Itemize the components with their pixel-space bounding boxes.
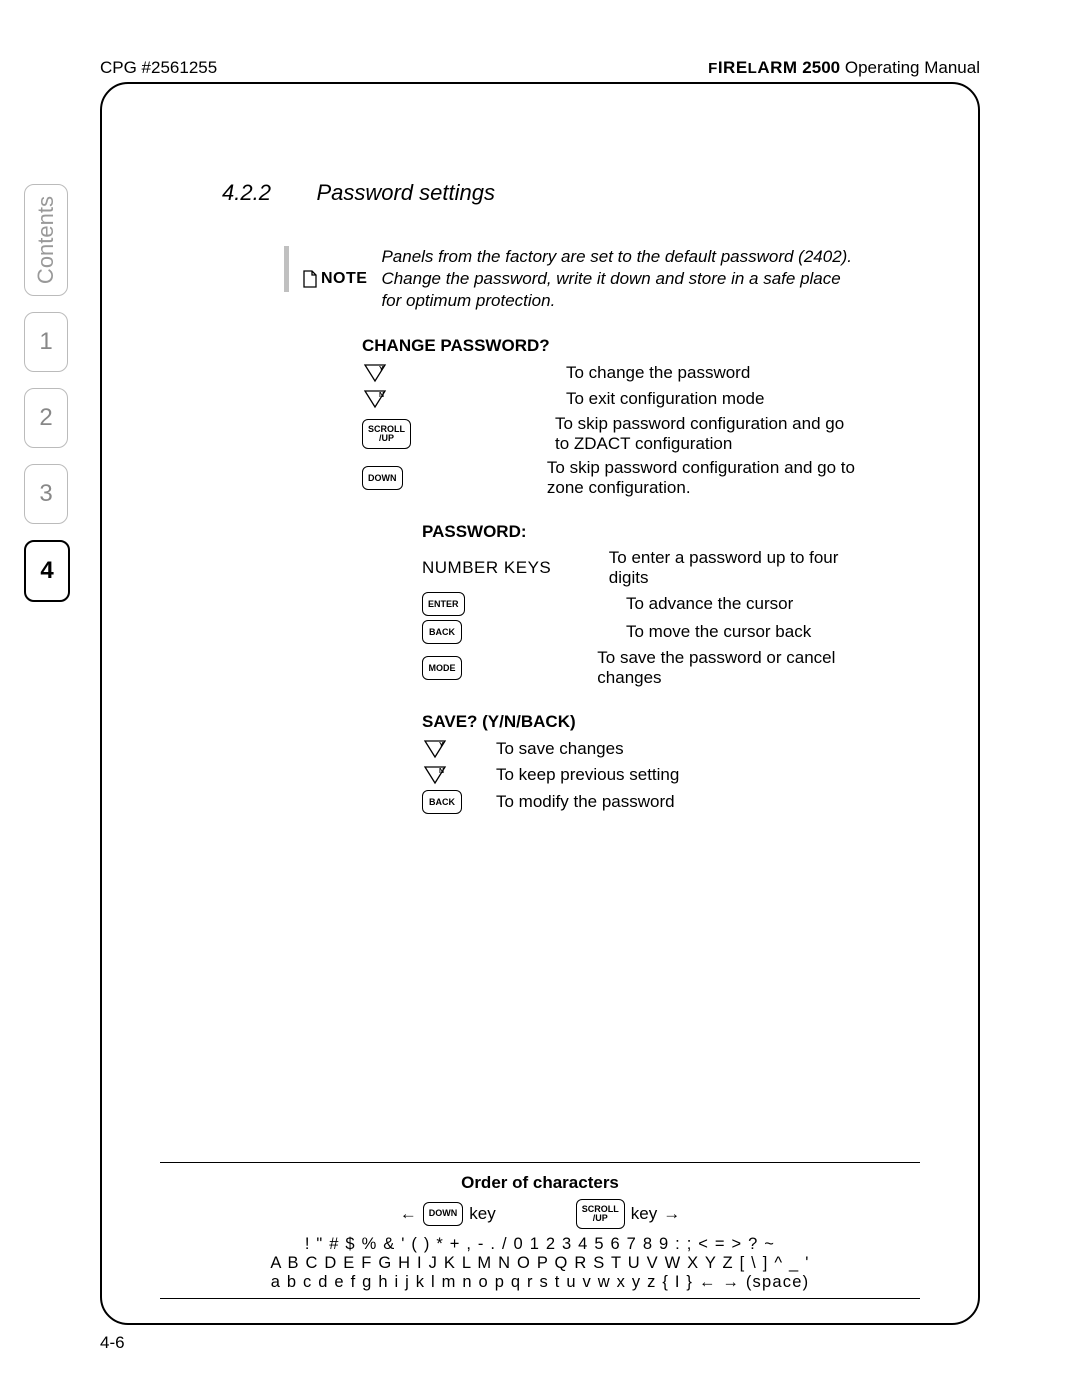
desc: To save the password or cancel changes: [597, 648, 858, 688]
scroll-key-group: SCROLL/UP key →: [576, 1199, 680, 1229]
section-heading: 4.2.2 Password settings: [222, 180, 858, 206]
content-area: 4.2.2 Password settings NOTE Panels from…: [222, 180, 858, 818]
key-n: N: [422, 764, 482, 786]
header-suffix: Operating Manual: [845, 58, 980, 77]
arrow-right-icon: →: [663, 1204, 680, 1224]
desc: To skip password configuration and go to…: [555, 414, 858, 454]
key-scroll-up: SCROLL/UP: [362, 419, 411, 449]
key-y: Y: [362, 362, 422, 384]
page-frame: 4.2.2 Password settings NOTE Panels from…: [100, 82, 980, 1325]
change-password-heading: CHANGE PASSWORD?: [362, 336, 858, 356]
note-block: NOTE Panels from the factory are set to …: [284, 246, 858, 312]
key-y: Y: [422, 738, 482, 760]
char-line-3: a b c d e f g h i j k l m n o p q r s t …: [160, 1273, 920, 1292]
desc: To modify the password: [496, 792, 675, 812]
desc: To enter a password up to four digits: [609, 548, 858, 588]
tab-2[interactable]: 2: [24, 388, 68, 448]
key-number-keys: NUMBER KEYS: [422, 558, 595, 578]
desc: To keep previous setting: [496, 765, 679, 785]
table-row: Y To change the password: [362, 362, 858, 384]
divider: [160, 1162, 920, 1163]
change-password-table: Y To change the password N To exit confi…: [362, 362, 858, 498]
page-number: 4-6: [100, 1333, 125, 1353]
desc: To move the cursor back: [626, 622, 811, 642]
desc: To change the password: [566, 363, 750, 383]
svg-text:N: N: [439, 768, 444, 775]
tab-3[interactable]: 3: [24, 464, 68, 524]
tab-contents[interactable]: Contents: [24, 184, 68, 296]
tab-4[interactable]: 4: [24, 540, 70, 602]
table-row: BACK To move the cursor back: [422, 620, 858, 644]
key-back: BACK: [422, 620, 612, 644]
footer-block: Order of characters ← DOWN key SCROLL/UP…: [160, 1158, 920, 1299]
key-down: DOWN: [362, 466, 403, 490]
arrow-down-icon: Y: [362, 362, 388, 384]
arrow-down-icon: Y: [422, 738, 448, 760]
note-bar: [284, 246, 289, 292]
side-tabs: Contents 1 2 3 4: [24, 184, 70, 602]
save-table: Y To save changes N To keep previous set…: [422, 738, 858, 814]
table-row: ENTER To advance the cursor: [422, 592, 858, 616]
key-back: BACK: [422, 790, 482, 814]
table-row: N To keep previous setting: [422, 764, 858, 786]
key-mode: MODE: [422, 656, 583, 680]
key-enter: ENTER: [422, 592, 612, 616]
char-line-2: A B C D E F G H I J K L M N O P Q R S T …: [160, 1254, 920, 1273]
table-row: Y To save changes: [422, 738, 858, 760]
table-row: DOWN To skip password configuration and …: [362, 458, 858, 498]
password-heading: PASSWORD:: [422, 522, 858, 542]
note-label: NOTE: [303, 246, 367, 312]
table-row: BACK To modify the password: [422, 790, 858, 814]
table-row: NUMBER KEYS To enter a password up to fo…: [422, 548, 858, 588]
save-heading: SAVE? (Y/N/BACK): [422, 712, 858, 732]
scroll-up-key: SCROLL/UP: [576, 1199, 625, 1229]
section-title: Password settings: [316, 180, 495, 205]
scroll-up-key: SCROLL/UP: [362, 419, 411, 449]
page-icon: [303, 270, 317, 288]
svg-text:Y: Y: [439, 742, 444, 749]
arrow-down-icon: N: [362, 388, 388, 410]
down-key: DOWN: [362, 466, 403, 490]
password-table: NUMBER KEYS To enter a password up to fo…: [422, 548, 858, 688]
desc: To skip password configuration and go to…: [547, 458, 858, 498]
key-n: N: [362, 388, 422, 410]
footer-key-row: ← DOWN key SCROLL/UP key →: [160, 1199, 920, 1229]
section-number: 4.2.2: [222, 180, 312, 206]
down-key-group: ← DOWN key: [400, 1202, 496, 1226]
footer-title: Order of characters: [160, 1173, 920, 1193]
note-text: Panels from the factory are set to the d…: [381, 246, 858, 312]
desc: To exit configuration mode: [566, 389, 764, 409]
tab-1[interactable]: 1: [24, 312, 68, 372]
brand: FIRELARM: [708, 58, 797, 77]
svg-text:Y: Y: [379, 366, 384, 373]
svg-text:N: N: [379, 392, 384, 399]
page-header: CPG #2561255 FIRELARM 2500 Operating Man…: [100, 58, 980, 82]
desc: To save changes: [496, 739, 624, 759]
table-row: N To exit configuration mode: [362, 388, 858, 410]
model: 2500: [802, 58, 840, 77]
desc: To advance the cursor: [626, 594, 793, 614]
arrow-down-icon: N: [422, 764, 448, 786]
table-row: SCROLL/UP To skip password configuration…: [362, 414, 858, 454]
header-left: CPG #2561255: [100, 58, 217, 78]
char-line-1: ! " # $ % & ' ( ) * + , - . / 0 1 2 3 4 …: [160, 1235, 920, 1254]
arrow-left-icon: ←: [400, 1204, 417, 1224]
divider: [160, 1298, 920, 1299]
table-row: MODE To save the password or cancel chan…: [422, 648, 858, 688]
header-right: FIRELARM 2500 Operating Manual: [708, 58, 980, 78]
